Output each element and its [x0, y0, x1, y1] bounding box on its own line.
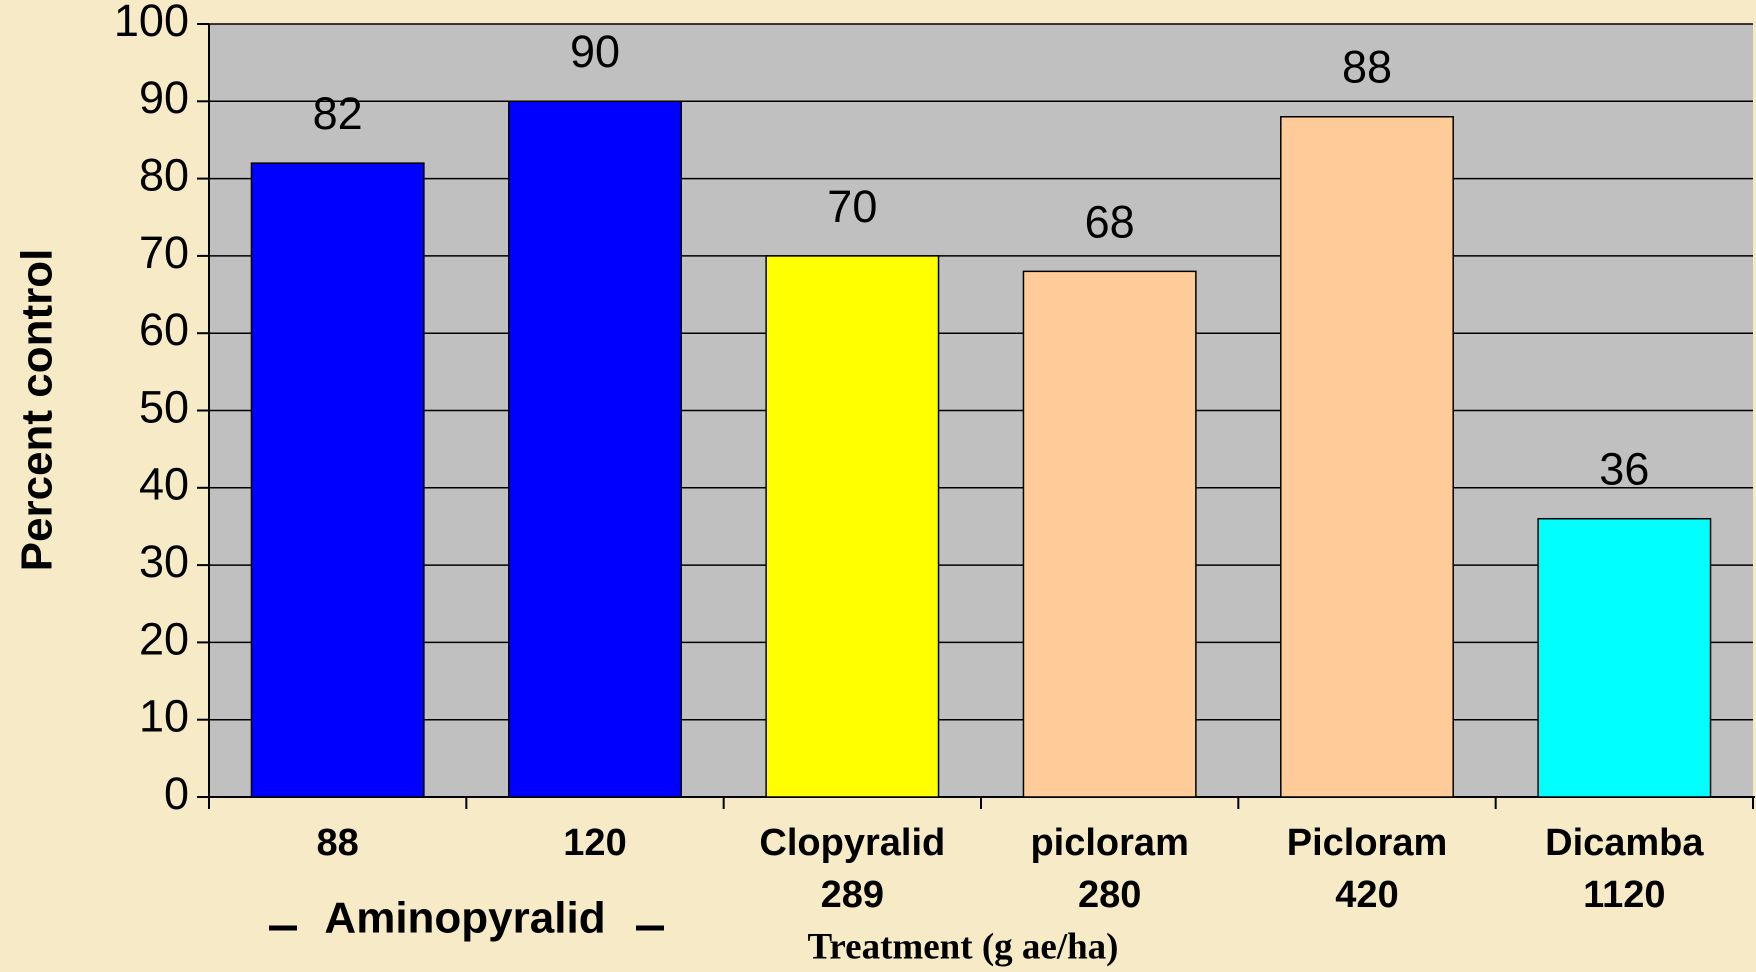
bar — [508, 100, 682, 798]
y-axis-label: Percent control — [13, 249, 62, 572]
group-label: Aminopyralid — [324, 894, 605, 943]
bar — [765, 255, 940, 798]
value-label: 68 — [1085, 196, 1135, 247]
bar — [1537, 517, 1712, 798]
y-tick-label: 10 — [139, 691, 189, 742]
y-tick-label: 70 — [139, 227, 189, 278]
y-tick-label: 20 — [139, 613, 189, 664]
x-tick-label: Dicamba — [1545, 822, 1704, 864]
value-label: 90 — [570, 26, 620, 77]
value-label: 82 — [313, 88, 363, 139]
bar — [1280, 116, 1454, 798]
y-tick-label: 50 — [139, 381, 189, 432]
bar — [250, 162, 425, 798]
value-label: 88 — [1342, 42, 1392, 93]
y-tick-label: 90 — [139, 72, 189, 123]
y-tick-label: 0 — [164, 768, 189, 819]
x-tick-label: Picloram — [1287, 822, 1448, 864]
x-tick-label: Clopyralid — [759, 822, 945, 864]
y-tick-label: 60 — [139, 304, 189, 355]
y-tick-label: 30 — [139, 536, 189, 587]
value-label: 70 — [827, 181, 877, 232]
x-tick-label: 280 — [1078, 874, 1141, 916]
x-tick-label: picloram — [1030, 822, 1188, 864]
x-axis-label: Treatment (g ae/ha) — [808, 926, 1119, 967]
x-tick-label: 120 — [563, 822, 626, 864]
y-tick-label: 80 — [139, 149, 189, 200]
x-tick-label: 1120 — [1583, 874, 1665, 916]
y-tick-label: 40 — [139, 459, 189, 510]
value-label: 36 — [1599, 444, 1649, 495]
x-tick-label: 420 — [1335, 874, 1398, 916]
y-tick-label: 100 — [114, 0, 189, 46]
x-tick-label: 88 — [317, 822, 359, 864]
bar — [1022, 270, 1197, 798]
x-tick-label: 289 — [821, 874, 884, 916]
